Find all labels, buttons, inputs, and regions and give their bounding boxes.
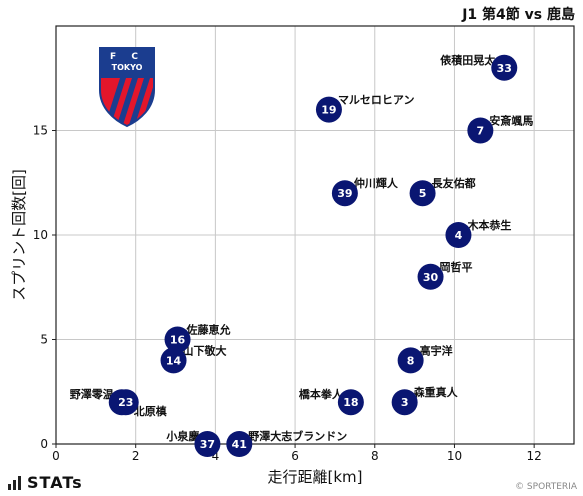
y-tick-label: 15	[33, 124, 48, 138]
data-point	[194, 431, 221, 457]
player-name-label: 野澤大志ブランドン	[248, 429, 347, 443]
data-point	[164, 326, 191, 353]
stats-bars-icon	[8, 475, 21, 490]
data-point	[331, 180, 358, 207]
x-axis-label: 走行距離[km]	[267, 468, 362, 486]
data-point	[397, 347, 424, 374]
axis-ticks: 0 2 4 6 8 10 12 0 5 10 15	[33, 124, 542, 464]
x-tick-label: 12	[527, 449, 542, 463]
x-tick-label: 4	[212, 449, 220, 463]
player-name-label: 長友佑都	[432, 176, 476, 190]
data-point	[445, 222, 472, 248]
crest-tokyo-text: TOKYO	[112, 63, 143, 72]
x-tick-label: 2	[132, 449, 140, 463]
data-point	[315, 96, 342, 123]
player-name-label: 森重真人	[414, 385, 459, 399]
y-axis-label: スプリント回数[回]	[10, 169, 28, 301]
player-name-label: 岡哲平	[440, 260, 473, 274]
player-name-label: 野澤零温	[70, 387, 114, 401]
club-crest-icon: F C TOKYO	[99, 47, 155, 128]
player-number-label: 18	[343, 396, 358, 409]
data-point	[467, 117, 494, 144]
player-number-label: 8	[407, 354, 415, 367]
player-name-label: 木本恭生	[466, 218, 511, 232]
player-number-label: 3	[401, 396, 409, 409]
player-name-label: 北原槙	[134, 404, 167, 418]
player-number-label: 16	[170, 334, 186, 347]
data-point	[417, 263, 444, 290]
data-point	[160, 347, 187, 374]
player-number-label: 23	[118, 396, 133, 409]
player-number-label: 37	[200, 438, 215, 451]
player-number-label: 7	[477, 125, 485, 138]
player-name-label: 橋本拳人	[299, 387, 344, 401]
player-number-label: 5	[419, 187, 427, 200]
stats-logo: STATs	[8, 473, 83, 492]
credit-text: © SPORTERIA	[515, 482, 577, 492]
player-name-label: 仲川輝人	[354, 176, 399, 190]
crest-fc-text: F C	[110, 52, 144, 62]
x-tick-label: 6	[291, 449, 299, 463]
data-point	[112, 389, 139, 416]
player-name-label: 俵積田晃太	[440, 53, 496, 67]
player-number-label: 30	[423, 271, 439, 284]
data-point	[337, 389, 364, 416]
data-point	[491, 54, 518, 81]
y-tick-label: 0	[40, 437, 48, 451]
data-point	[226, 431, 253, 457]
data-point	[409, 180, 436, 207]
x-tick-label: 0	[52, 449, 60, 463]
player-name-label: マルセロヒアン	[338, 94, 415, 107]
data-point	[391, 389, 418, 416]
stats-logo-text: STATs	[27, 473, 83, 492]
x-tick-label: 10	[447, 449, 462, 463]
y-tick-label: 10	[33, 228, 48, 242]
x-tick-label: 8	[371, 449, 379, 463]
chart-title: J1 第4節 vs 鹿島	[462, 7, 575, 23]
player-number-label: 41	[232, 438, 247, 451]
player-name-label: 小泉慶	[165, 429, 199, 443]
player-number-label: 14	[166, 354, 182, 367]
player-number-label: 19	[321, 104, 336, 117]
player-number-label: 33	[497, 62, 512, 75]
player-name-label: 佐藤恵允	[186, 323, 231, 337]
player-number-label: 4	[455, 229, 463, 242]
y-tick-label: 5	[40, 333, 48, 347]
player-name-label: 高宇洋	[420, 343, 453, 357]
player-number-label: 39	[337, 187, 352, 200]
player-name-label: 安斎颯馬	[489, 114, 533, 128]
player-name-label: 山下敬大	[183, 343, 227, 357]
